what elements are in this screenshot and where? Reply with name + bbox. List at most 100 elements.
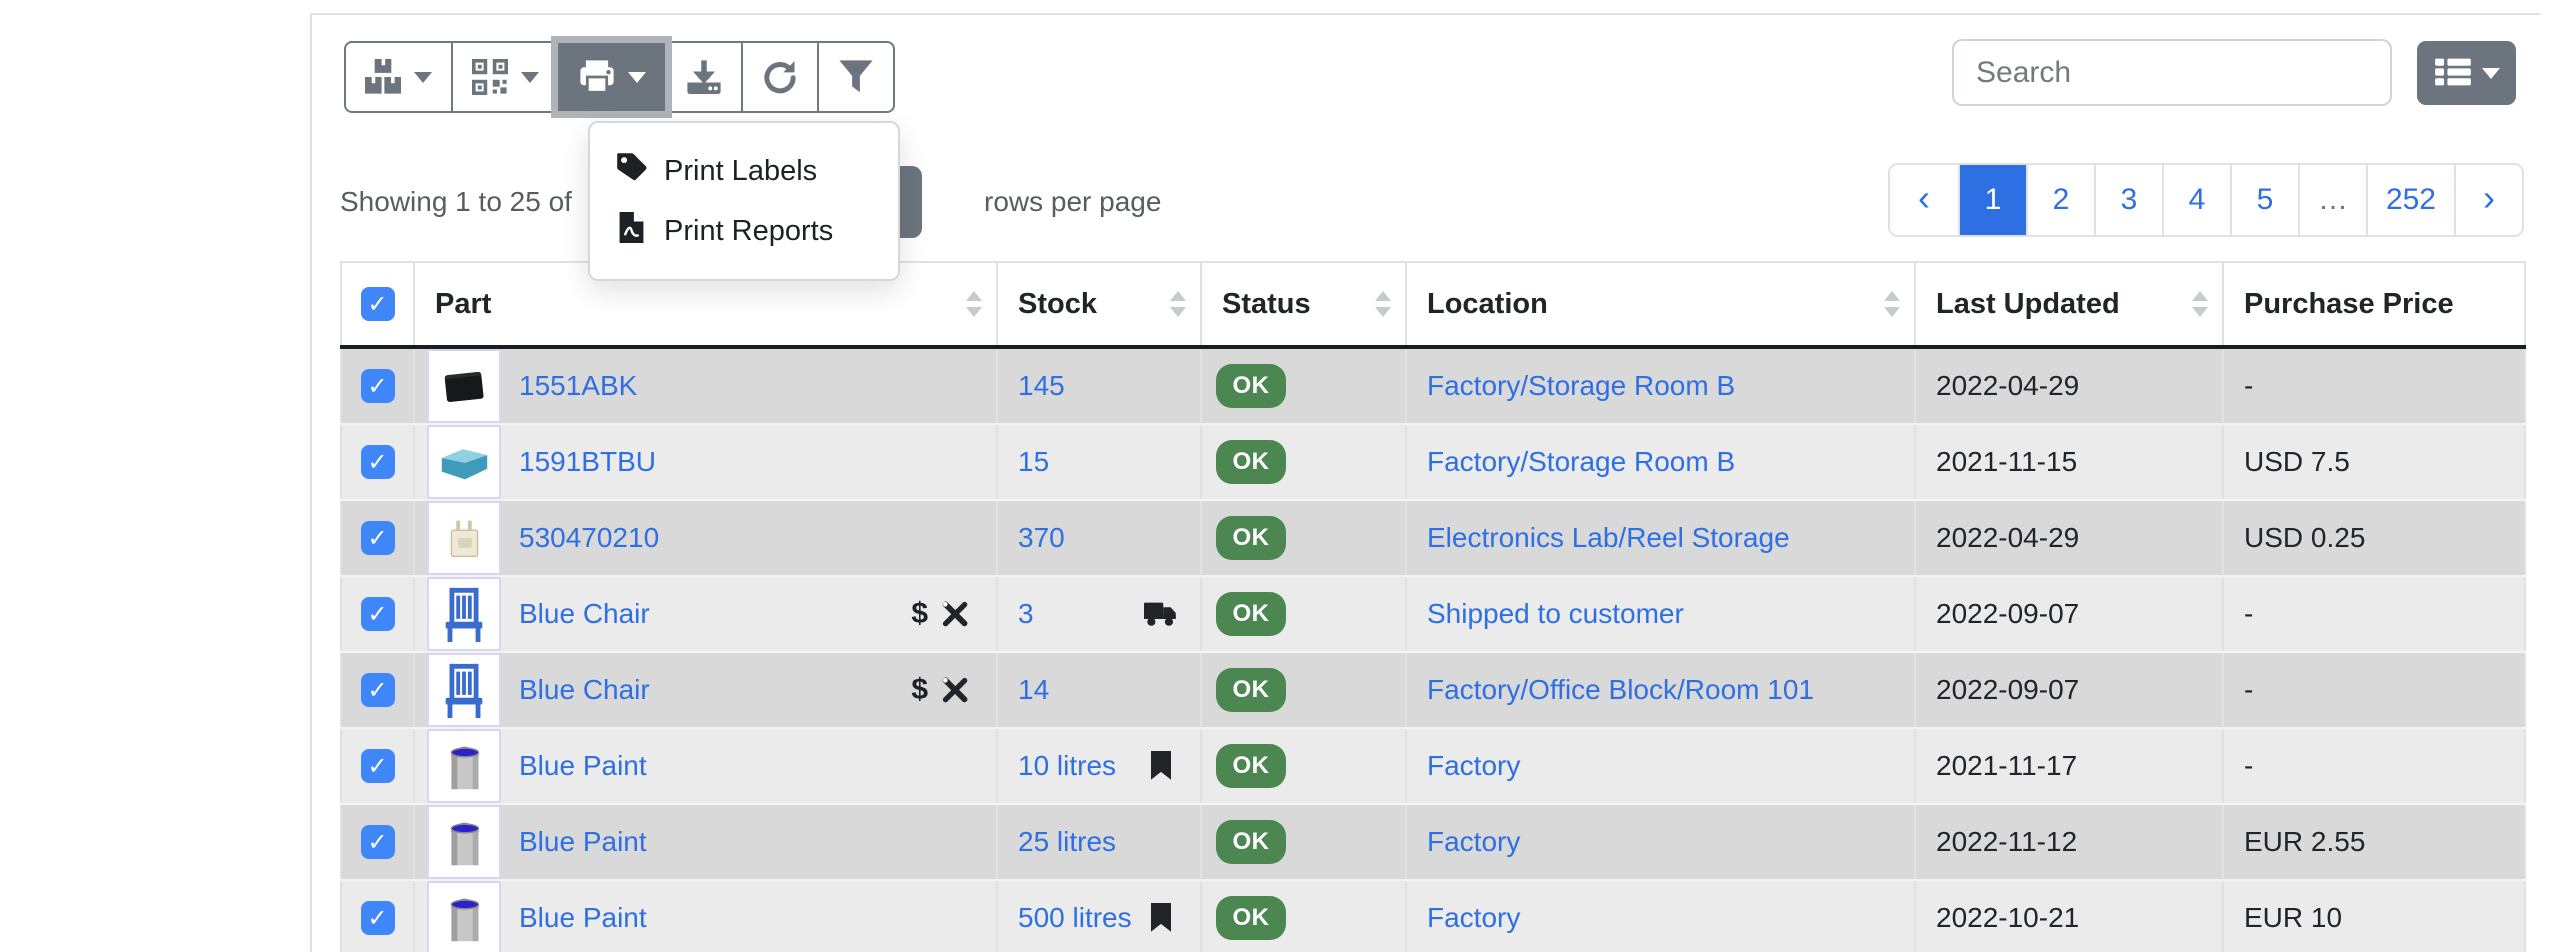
location-link[interactable]: Factory/Office Block/Room 101 xyxy=(1427,674,1814,705)
part-link[interactable]: Blue Chair xyxy=(519,674,650,705)
location-link[interactable]: Factory/Storage Room B xyxy=(1427,370,1736,401)
purchase-price-cell: USD 7.5 xyxy=(2223,424,2526,501)
stock-link[interactable]: 370 xyxy=(1018,522,1065,553)
part-link[interactable]: Blue Paint xyxy=(519,826,647,857)
part-image-paint-can xyxy=(435,889,493,947)
location-link[interactable]: Factory xyxy=(1427,826,1521,857)
refresh-button[interactable] xyxy=(741,43,817,111)
purchase-price-cell: - xyxy=(2223,652,2526,729)
part-link[interactable]: Blue Paint xyxy=(519,750,647,781)
part-link[interactable]: 530470210 xyxy=(519,522,660,553)
part-thumbnail[interactable] xyxy=(427,653,501,726)
part-link[interactable]: Blue Chair xyxy=(519,598,650,629)
stock-link[interactable]: 15 xyxy=(1018,446,1050,477)
row-checkbox[interactable] xyxy=(360,673,395,707)
part-thumbnail[interactable] xyxy=(427,805,501,878)
page-button-252[interactable]: 252 xyxy=(2365,165,2454,235)
page-ellipsis: … xyxy=(2297,165,2366,235)
stock-link[interactable]: 3 xyxy=(1018,598,1034,629)
part-thumbnail[interactable] xyxy=(427,881,501,952)
last-updated-cell: 2022-09-07 xyxy=(1915,576,2224,653)
row-checkbox[interactable] xyxy=(360,901,395,935)
sort-icon[interactable] xyxy=(1170,291,1186,317)
page-button-2[interactable]: 2 xyxy=(2025,165,2094,235)
location-link[interactable]: Shipped to customer xyxy=(1427,598,1684,629)
select-all-checkbox[interactable] xyxy=(360,287,395,321)
row-checkbox[interactable] xyxy=(360,597,395,631)
status-badge: OK xyxy=(1216,896,1286,940)
column-header-last-updated[interactable]: Last Updated xyxy=(1915,262,2224,349)
stock-link[interactable]: 500 litres xyxy=(1018,902,1132,933)
refresh-icon xyxy=(762,59,798,95)
status-badge: OK xyxy=(1216,744,1286,788)
purchase-price-cell: - xyxy=(2223,347,2526,425)
table-list-icon xyxy=(2434,57,2472,87)
columns-visibility-button[interactable] xyxy=(2417,41,2516,105)
purchase-price-cell: USD 0.25 xyxy=(2223,500,2526,577)
part-image-paint-can xyxy=(435,737,493,795)
location-link[interactable]: Factory xyxy=(1427,902,1521,933)
part-thumbnail[interactable] xyxy=(427,577,501,650)
row-checkbox[interactable] xyxy=(360,825,395,859)
row-checkbox[interactable] xyxy=(360,369,395,403)
page-button-1[interactable]: 1 xyxy=(1957,165,2026,235)
status-badge: OK xyxy=(1216,668,1286,712)
sort-icon[interactable] xyxy=(1375,291,1391,317)
menu-item-print-reports[interactable]: Print Reports xyxy=(590,201,898,261)
download-button[interactable] xyxy=(665,43,741,111)
location-link[interactable]: Electronics Lab/Reel Storage xyxy=(1427,522,1790,553)
column-header-status[interactable]: Status xyxy=(1201,262,1407,349)
tag-icon xyxy=(616,152,647,183)
purchase-price-cell: - xyxy=(2223,728,2526,805)
part-image-paint-can xyxy=(435,813,493,871)
column-header-label: Stock xyxy=(1018,287,1097,320)
chevron-down-icon xyxy=(628,71,646,83)
stock-flags xyxy=(1144,599,1178,629)
page-next-button[interactable]: › xyxy=(2454,165,2522,235)
row-checkbox[interactable] xyxy=(360,521,395,555)
row-checkbox[interactable] xyxy=(360,445,395,479)
filter-button[interactable] xyxy=(817,43,893,111)
tools-icon xyxy=(940,599,970,629)
location-link[interactable]: Factory/Storage Room B xyxy=(1427,446,1736,477)
status-badge: OK xyxy=(1216,364,1286,408)
barcode-actions-button[interactable] xyxy=(451,43,558,111)
row-checkbox[interactable] xyxy=(360,749,395,783)
filter-icon xyxy=(838,59,874,95)
column-header-location[interactable]: Location xyxy=(1406,262,1916,349)
chevron-down-icon xyxy=(2481,67,2500,79)
sort-icon[interactable] xyxy=(1884,291,1900,317)
page-prev-button[interactable]: ‹ xyxy=(1889,165,1958,235)
part-link[interactable]: Blue Paint xyxy=(519,902,647,933)
column-header-stock[interactable]: Stock xyxy=(997,262,1202,349)
search-input[interactable] xyxy=(1952,39,2392,106)
pdf-icon xyxy=(616,212,647,243)
last-updated-cell: 2022-09-07 xyxy=(1915,652,2224,729)
page-button-4[interactable]: 4 xyxy=(2161,165,2230,235)
part-link[interactable]: 1591BTBU xyxy=(519,446,656,477)
location-link[interactable]: Factory xyxy=(1427,750,1521,781)
part-thumbnail[interactable] xyxy=(427,425,501,498)
part-thumbnail[interactable] xyxy=(427,501,501,574)
page-button-5[interactable]: 5 xyxy=(2229,165,2298,235)
part-image-connector xyxy=(435,509,493,567)
menu-item-print-labels[interactable]: Print Labels xyxy=(590,141,898,201)
menu-item-label: Print Reports xyxy=(664,214,834,247)
part-link[interactable]: 1551ABK xyxy=(519,370,638,401)
part-thumbnail[interactable] xyxy=(427,729,501,802)
page-button-3[interactable]: 3 xyxy=(2093,165,2162,235)
stock-link[interactable]: 14 xyxy=(1018,674,1050,705)
sort-icon[interactable] xyxy=(966,291,982,317)
stock-actions-button[interactable] xyxy=(346,43,451,111)
print-actions-button[interactable] xyxy=(558,43,665,111)
status-badge: OK xyxy=(1216,440,1286,484)
table-row: 1591BTBU 15 OK Factory/Storage Room B 20… xyxy=(341,424,2526,501)
stock-link[interactable]: 25 litres xyxy=(1018,826,1117,857)
stock-link[interactable]: 10 litres xyxy=(1018,750,1117,781)
part-thumbnail[interactable] xyxy=(427,349,501,422)
stock-link[interactable]: 145 xyxy=(1018,370,1065,401)
boxes-icon xyxy=(365,59,401,95)
table-row: Blue Paint 10 litres OK Factory 2021-11-… xyxy=(341,728,2526,805)
pagination: ‹ 1 2 3 4 5… 252 › xyxy=(1887,163,2524,237)
sort-icon[interactable] xyxy=(2192,291,2208,317)
